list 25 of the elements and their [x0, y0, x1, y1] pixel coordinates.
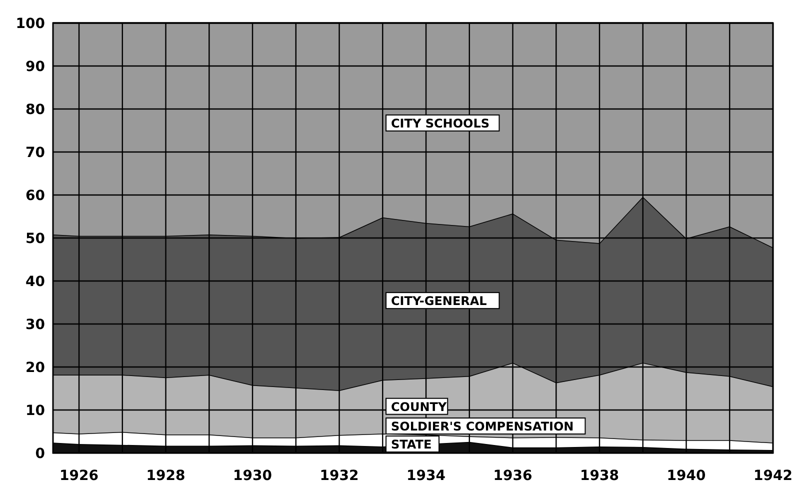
x-tick-label: 1938 — [580, 468, 619, 484]
y-tick-label: 40 — [26, 274, 46, 290]
x-tick-label: 1928 — [146, 468, 186, 484]
series-label: STATE — [391, 438, 432, 452]
series-label: COUNTY — [391, 400, 447, 414]
series-label: CITY SCHOOLS — [391, 116, 490, 130]
y-tick-label: 60 — [26, 188, 46, 204]
series-label: SOLDIER'S COMPENSATION — [391, 420, 574, 434]
y-tick-label: 100 — [16, 16, 46, 32]
y-tick-label: 30 — [26, 316, 46, 333]
y-tick-label: 0 — [35, 446, 46, 462]
y-tick-label: 80 — [26, 102, 46, 118]
x-tick-label: 1932 — [320, 468, 359, 484]
y-tick-label: 90 — [26, 58, 46, 75]
x-tick-label: 1940 — [666, 468, 706, 484]
x-tick-label: 1934 — [406, 468, 446, 484]
y-tick-label: 50 — [26, 230, 46, 247]
y-tick-label: 20 — [26, 360, 46, 376]
x-tick-label: 1930 — [233, 468, 272, 484]
x-tick-label: 1926 — [60, 468, 99, 484]
y-tick-label: 10 — [26, 402, 46, 419]
x-tick-label: 1936 — [493, 468, 532, 484]
series-label: CITY-GENERAL — [391, 294, 488, 308]
x-tick-label: 1942 — [754, 468, 792, 484]
y-tick-label: 70 — [26, 144, 46, 161]
